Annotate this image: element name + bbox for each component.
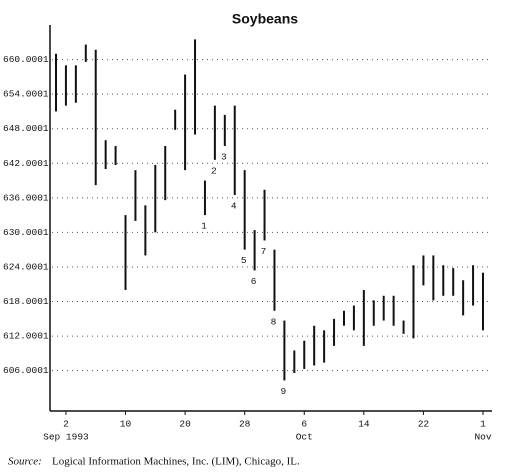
- source-label: Source:: [8, 456, 42, 468]
- month-label: Sep 1993: [43, 432, 89, 443]
- x-tick-label: 28: [239, 419, 251, 430]
- y-tick-label: 636.0001: [3, 192, 49, 203]
- chart-title: Soybeans: [232, 11, 298, 27]
- x-tick-label: 20: [179, 419, 191, 430]
- y-tick-label: 648.0001: [3, 123, 49, 134]
- point-label: 8: [271, 316, 277, 327]
- month-label: Nov: [474, 432, 491, 443]
- y-tick-label: 660.0001: [3, 54, 49, 65]
- point-label: 4: [231, 200, 237, 211]
- x-tick-label: 2: [63, 419, 69, 430]
- point-label: 2: [211, 165, 217, 176]
- x-tick-label: 1: [480, 419, 486, 430]
- x-tick-label: 22: [418, 419, 430, 430]
- y-tick-label: 618.0001: [3, 296, 49, 307]
- x-tick-label: 14: [358, 419, 370, 430]
- point-label: 6: [251, 276, 257, 287]
- point-label: 9: [281, 386, 287, 397]
- y-tick-label: 642.0001: [3, 158, 49, 169]
- point-label: 1: [201, 221, 207, 232]
- month-label: Oct: [296, 432, 313, 443]
- x-tick-label: 10: [120, 419, 132, 430]
- y-tick-label: 630.0001: [3, 227, 49, 238]
- point-label: 3: [221, 152, 227, 163]
- point-label: 7: [261, 246, 267, 257]
- y-tick-label: 624.0001: [3, 261, 49, 272]
- y-tick-label: 654.0001: [3, 89, 49, 100]
- y-tick-label: 612.0001: [3, 331, 49, 342]
- y-tick-label: 606.0001: [3, 365, 49, 376]
- point-label: 5: [241, 255, 247, 266]
- x-tick-label: 6: [301, 419, 307, 430]
- source: Logical Information Machines, Inc. (LIM)…: [52, 456, 300, 468]
